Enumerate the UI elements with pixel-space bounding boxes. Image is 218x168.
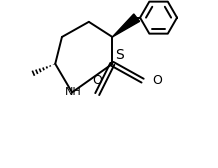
Text: O: O xyxy=(92,74,102,87)
Text: S: S xyxy=(115,48,124,62)
Text: O: O xyxy=(152,74,162,87)
Text: NH: NH xyxy=(65,87,81,97)
Polygon shape xyxy=(112,14,140,37)
